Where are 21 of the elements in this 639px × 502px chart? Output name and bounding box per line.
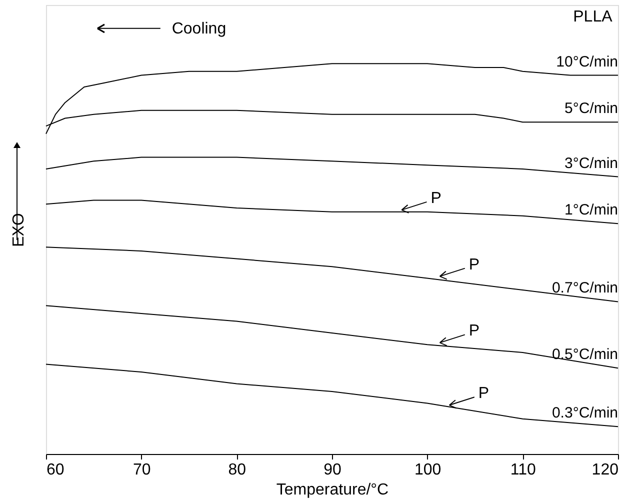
series-label: 10°C/min [556, 53, 618, 70]
text: PLLA [573, 8, 613, 26]
annotation: P [468, 322, 480, 340]
x-tick-label: 80 [228, 462, 246, 478]
series-label: 3°C/min [564, 154, 618, 172]
series-label: 5°C/min [564, 100, 618, 118]
annotation: P [430, 190, 442, 207]
x-tick-label: 60 [46, 462, 64, 478]
x-tick-label: 120 [592, 462, 619, 478]
x-tick-label: 90 [324, 462, 342, 478]
series-label: 0.7°C/min [552, 280, 618, 297]
x-tick-label: 100 [414, 462, 442, 478]
x-tick-label: 110 [510, 462, 536, 478]
series-label: 0.3°C/min [552, 404, 618, 422]
series-label: 1°C/min [564, 202, 618, 219]
text: Cooling [172, 20, 226, 38]
x-axis-title: Temperature/°C [276, 482, 389, 498]
x-tick-label: 70 [132, 462, 151, 478]
annotation: P [478, 385, 490, 402]
annotation: P [468, 256, 480, 274]
series-label: 0.5°C/min [552, 346, 618, 364]
